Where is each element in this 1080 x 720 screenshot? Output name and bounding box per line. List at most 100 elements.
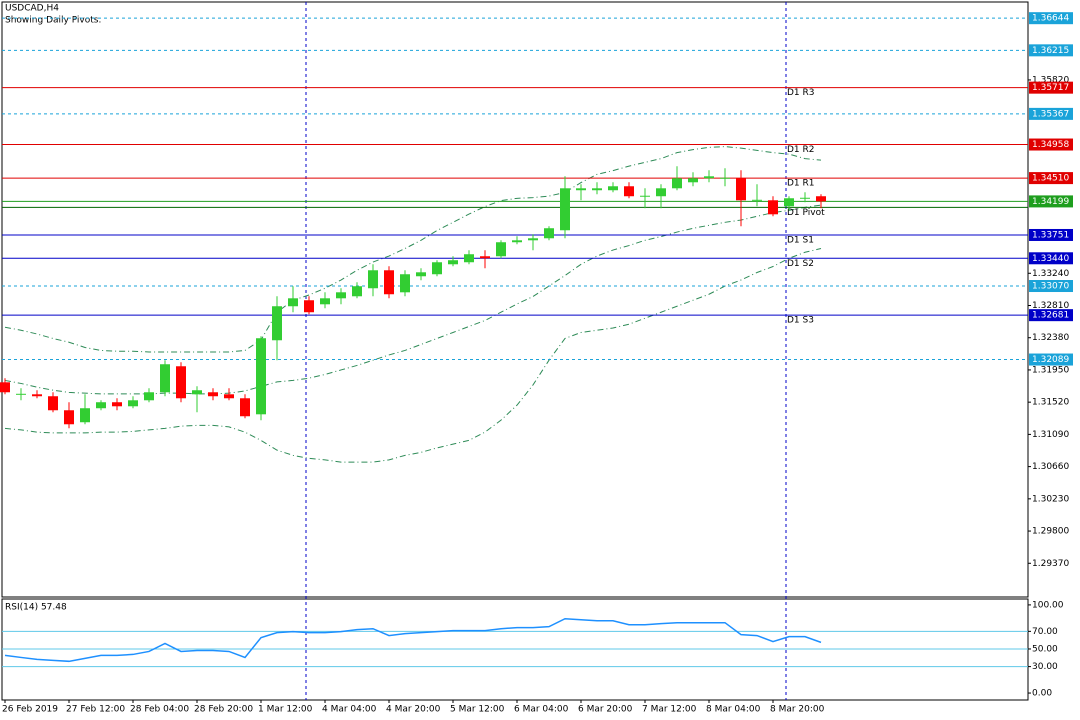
- candle-body: [64, 410, 74, 425]
- band-line: [4, 146, 822, 353]
- candle-body: [32, 394, 42, 397]
- pivot-label: D1 S2: [787, 259, 814, 269]
- candle-body: [560, 188, 570, 231]
- candle-body: [176, 366, 186, 399]
- price-tag-label: 1.32089: [1032, 355, 1069, 365]
- price-tag: [1029, 138, 1073, 151]
- candle-body: [432, 262, 442, 275]
- price-tag-label: 1.32681: [1032, 311, 1069, 321]
- candle-body: [400, 274, 410, 293]
- price-tag-label: 1.35717: [1032, 83, 1069, 93]
- chart-subtitle: Showing Daily Pivots.: [5, 16, 101, 26]
- candle-body: [352, 286, 362, 297]
- y-tick-label: 1.29800: [1032, 527, 1069, 537]
- rsi-title: RSI(14) 57.48: [5, 603, 67, 613]
- price-tag: [1029, 309, 1073, 322]
- x-tick-label: 1 Mar 12:00: [258, 705, 313, 715]
- x-tick-label: 7 Mar 12:00: [642, 705, 697, 715]
- price-tag-label: 1.35367: [1032, 109, 1069, 119]
- candle-body: [144, 392, 154, 401]
- price-tag: [1029, 280, 1073, 293]
- y-tick-label: 1.31090: [1032, 430, 1069, 440]
- rsi-y-tick-label: 50.00: [1032, 644, 1058, 654]
- price-tag: [1029, 107, 1073, 120]
- price-tag: [1029, 252, 1073, 265]
- y-tick-label: 1.32810: [1032, 301, 1069, 311]
- x-tick-label: 8 Mar 04:00: [706, 705, 761, 715]
- candle-body: [816, 196, 826, 202]
- y-tick-label: 1.32380: [1032, 333, 1069, 343]
- candle-body: [0, 382, 10, 393]
- candle-body: [304, 300, 314, 313]
- pivot-label: D1 R1: [787, 179, 815, 189]
- candle-body: [544, 228, 554, 239]
- x-tick-label: 8 Mar 20:00: [770, 705, 825, 715]
- price-tag: [1029, 172, 1073, 185]
- candle-body: [464, 254, 474, 263]
- y-tick-label: 1.30230: [1032, 494, 1069, 504]
- price-tag-label: 1.33070: [1032, 282, 1069, 292]
- x-tick-label: 6 Mar 04:00: [514, 705, 569, 715]
- y-tick-label: 1.35820: [1032, 75, 1069, 85]
- pivot-label: D1 R2: [787, 145, 815, 155]
- candle-body: [496, 242, 506, 257]
- candle-body: [448, 260, 458, 265]
- price-tag-label: 1.33751: [1032, 230, 1069, 240]
- x-tick-label: 5 Mar 12:00: [450, 705, 505, 715]
- price-tag-label: 1.36644: [1032, 14, 1069, 24]
- main-panel: [1, 1, 1029, 598]
- x-tick-label: 6 Mar 20:00: [578, 705, 633, 715]
- pivot-label: D1 R3: [787, 88, 815, 98]
- y-tick-label: 1.31520: [1032, 398, 1069, 408]
- price-tag-label: 1.33440: [1032, 254, 1069, 264]
- candle-body: [288, 298, 298, 307]
- candle-body: [480, 256, 490, 259]
- candle-body: [624, 186, 634, 197]
- price-tag: [1029, 81, 1073, 94]
- candle-body: [112, 402, 122, 407]
- candle-body: [256, 338, 266, 415]
- candle-body: [96, 402, 106, 409]
- y-tick-label: 1.29370: [1032, 559, 1069, 569]
- candle-body: [240, 398, 250, 417]
- candle-body: [384, 270, 394, 295]
- candle-body: [80, 408, 90, 423]
- candle-body: [208, 392, 218, 397]
- x-tick-label: 4 Mar 04:00: [322, 705, 377, 715]
- candle-body: [528, 238, 538, 241]
- x-tick-label: 26 Feb 2019: [2, 705, 58, 715]
- candle-body: [768, 200, 778, 215]
- y-tick-label: 1.31950: [1032, 365, 1069, 375]
- rsi-y-tick-label: 0.00: [1032, 689, 1052, 699]
- pivot-label: D1 S3: [787, 316, 814, 326]
- pivot-label: D1 Pivot: [787, 208, 825, 218]
- rsi-line: [4, 617, 822, 663]
- candle-body: [656, 188, 666, 197]
- candle-body: [192, 390, 202, 395]
- candle-body: [336, 292, 346, 299]
- y-tick-label: 1.33240: [1032, 269, 1069, 279]
- candle-body: [272, 306, 282, 341]
- price-tag: [1029, 195, 1073, 208]
- chart-title: USDCAD,H4: [5, 4, 59, 14]
- candle-body: [368, 270, 378, 289]
- candle-body: [592, 188, 602, 191]
- x-tick-label: 28 Feb 04:00: [130, 705, 189, 715]
- candle-body: [672, 178, 682, 189]
- rsi-y-tick-label: 100.00: [1032, 600, 1064, 610]
- candle-body: [736, 178, 746, 201]
- candle-body: [128, 400, 138, 407]
- candle-body: [160, 364, 170, 393]
- price-tag-label: 1.34199: [1032, 197, 1069, 207]
- rsi-y-tick-label: 30.00: [1032, 662, 1058, 672]
- price-tag-label: 1.36215: [1032, 46, 1069, 56]
- candle-body: [704, 176, 714, 179]
- x-tick-label: 28 Feb 20:00: [194, 705, 253, 715]
- price-tag: [1029, 353, 1073, 366]
- price-tag: [1029, 12, 1073, 25]
- price-tag-label: 1.34510: [1032, 174, 1069, 184]
- x-tick-label: 4 Mar 20:00: [386, 705, 441, 715]
- candle-body: [416, 272, 426, 277]
- candle-body: [784, 198, 794, 207]
